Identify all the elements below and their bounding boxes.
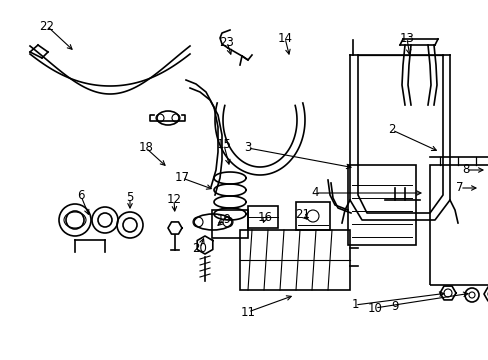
Text: 20: 20 xyxy=(192,242,207,255)
Text: 6: 6 xyxy=(77,189,84,202)
Bar xyxy=(247,206,278,228)
Text: 19: 19 xyxy=(216,213,231,226)
Text: 17: 17 xyxy=(174,171,189,184)
Text: 7: 7 xyxy=(455,181,463,194)
Bar xyxy=(347,165,415,245)
Text: 12: 12 xyxy=(166,193,181,207)
Bar xyxy=(212,210,247,238)
Text: 1: 1 xyxy=(350,298,358,311)
Text: 2: 2 xyxy=(387,123,395,136)
Text: 21: 21 xyxy=(295,208,310,221)
Text: 3: 3 xyxy=(244,141,251,154)
Text: 13: 13 xyxy=(399,31,414,45)
Text: 23: 23 xyxy=(219,36,234,49)
Text: 5: 5 xyxy=(126,192,133,204)
Text: 8: 8 xyxy=(461,163,469,176)
Text: 11: 11 xyxy=(240,306,255,319)
Bar xyxy=(429,165,488,285)
Text: 18: 18 xyxy=(138,141,153,154)
Text: 9: 9 xyxy=(390,300,398,312)
Bar xyxy=(240,230,349,290)
Text: 10: 10 xyxy=(367,301,382,315)
Text: 4: 4 xyxy=(311,186,318,199)
Text: 22: 22 xyxy=(40,19,54,32)
Text: 14: 14 xyxy=(277,31,292,45)
Text: 15: 15 xyxy=(216,139,231,152)
Text: 16: 16 xyxy=(257,211,272,225)
